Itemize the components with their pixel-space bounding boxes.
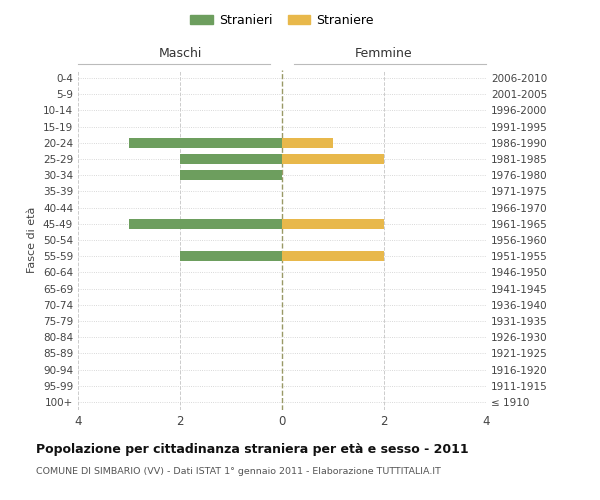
Text: Popolazione per cittadinanza straniera per età e sesso - 2011: Popolazione per cittadinanza straniera p… <box>36 442 469 456</box>
Bar <box>282 218 384 229</box>
Text: COMUNE DI SIMBARIO (VV) - Dati ISTAT 1° gennaio 2011 - Elaborazione TUTTITALIA.I: COMUNE DI SIMBARIO (VV) - Dati ISTAT 1° … <box>36 468 441 476</box>
Text: Maschi: Maschi <box>158 47 202 60</box>
Legend: Stranieri, Straniere: Stranieri, Straniere <box>185 8 379 32</box>
Bar <box>282 154 384 164</box>
Y-axis label: Fasce di età: Fasce di età <box>28 207 37 273</box>
Bar <box>180 251 282 262</box>
Bar <box>282 138 333 148</box>
Bar <box>180 170 282 180</box>
Text: Femmine: Femmine <box>355 47 413 60</box>
Bar <box>282 251 384 262</box>
Bar <box>129 218 282 229</box>
Bar <box>180 154 282 164</box>
Bar <box>129 138 282 148</box>
